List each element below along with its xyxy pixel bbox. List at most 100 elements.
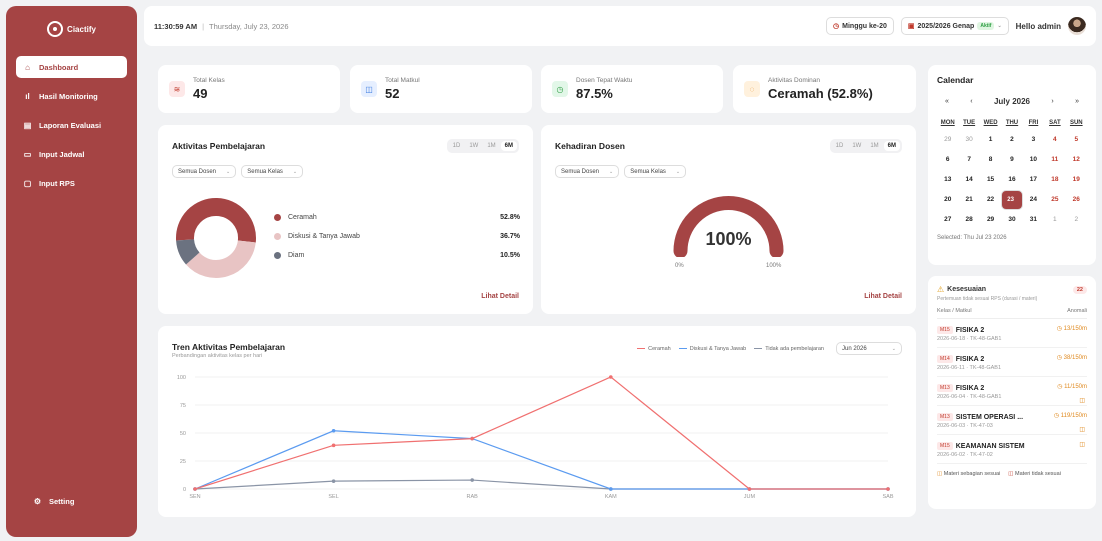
calendar-day[interactable]: 2 xyxy=(1074,216,1079,223)
kehadiran-card: Kehadiran Dosen 1D 1W 1M 6M Semua Dosen ⌄… xyxy=(541,125,916,314)
calendar-day[interactable]: 24 xyxy=(1029,196,1038,203)
kelas-select[interactable]: Semua Kelas ⌄ xyxy=(241,165,304,178)
weekday-label: SAT xyxy=(1049,120,1061,126)
data-point[interactable] xyxy=(331,443,336,448)
course-name: FISIKA 2 xyxy=(955,356,985,363)
sidebar-item-setting[interactable]: ⚙ Setting xyxy=(26,490,75,512)
dosen-select[interactable]: Semua Dosen ⌄ xyxy=(172,165,237,178)
list-item[interactable]: M15 KEAMANAN SISTEM 2026-06-02 · TK-47-02 ◫ xyxy=(937,435,1087,464)
legend-item: Ceramah 52.8% xyxy=(274,208,520,227)
sidebar-item-input-rps[interactable]: ▢ Input RPS xyxy=(16,172,127,194)
list-item[interactable]: M13 SISTEM OPERASI ... 2026-06-03 · TK-47-… xyxy=(937,406,1087,435)
data-point[interactable] xyxy=(609,487,613,491)
tab-1w[interactable]: 1W xyxy=(469,143,479,149)
calendar-day[interactable]: 17 xyxy=(1029,176,1038,183)
dosen-select[interactable]: Semua Dosen ⌄ xyxy=(555,165,620,178)
calendar-day[interactable]: 16 xyxy=(1008,176,1016,183)
calendar-day[interactable]: 3 xyxy=(1031,136,1036,143)
tab-1w[interactable]: 1W xyxy=(852,143,862,149)
calendar-day[interactable]: 5 xyxy=(1074,136,1079,143)
data-point[interactable] xyxy=(331,428,336,433)
anomaly-value: ◷ 13/150m xyxy=(1056,326,1087,332)
calendar-day-selected[interactable]: 23 xyxy=(1001,190,1023,210)
donut-slice-diam[interactable] xyxy=(176,238,200,265)
calendar-day[interactable]: 25 xyxy=(1051,196,1059,203)
calendar-day[interactable]: 30 xyxy=(965,136,973,143)
calendar-day[interactable]: 22 xyxy=(986,196,995,203)
tab-6m[interactable]: 6M xyxy=(500,141,517,151)
lihat-detail-link[interactable]: Lihat Detail xyxy=(864,293,902,300)
sidebar-item-input-jadwal[interactable]: ▭ Input Jadwal xyxy=(16,143,127,165)
calendar-day[interactable]: 31 xyxy=(1029,216,1038,223)
sidebar-item-hasil-monitoring[interactable]: ıl Hasil Monitoring xyxy=(16,85,127,107)
lihat-detail-link[interactable]: Lihat Detail xyxy=(481,293,519,300)
stat-value: 49 xyxy=(193,86,208,101)
calendar-day[interactable]: 30 xyxy=(1008,216,1016,223)
calendar-day[interactable]: 18 xyxy=(1051,176,1059,183)
calendar-day[interactable]: 1 xyxy=(988,136,993,143)
anomaly-duration: 38/150m xyxy=(1063,355,1087,361)
calendar-day[interactable]: 12 xyxy=(1072,156,1080,163)
calendar-day[interactable]: 8 xyxy=(988,156,993,163)
data-point[interactable] xyxy=(331,479,336,483)
select-value: Semua Dosen xyxy=(178,168,217,175)
week-pill[interactable]: ◷ Minggu ke-20 xyxy=(826,17,894,35)
donut-slice-ceramah[interactable] xyxy=(176,198,256,243)
calendar-day[interactable]: 27 xyxy=(944,216,952,223)
chevron-down-icon: ⌄ xyxy=(609,168,614,175)
tab-1m[interactable]: 1M xyxy=(870,143,879,149)
calendar-day[interactable]: 9 xyxy=(1010,156,1014,163)
month-select[interactable]: Jun 2026 ⌄ xyxy=(836,342,902,355)
data-point[interactable] xyxy=(609,375,613,379)
prev-month-button[interactable]: ‹ xyxy=(970,98,973,105)
tab-1d[interactable]: 1D xyxy=(452,143,461,149)
calendar-day[interactable]: 15 xyxy=(986,176,995,183)
gear-icon: ⚙ xyxy=(33,496,42,506)
prev-year-button[interactable]: « xyxy=(945,98,949,105)
tab-1m[interactable]: 1M xyxy=(487,143,496,149)
tab-6m[interactable]: 6M xyxy=(883,141,900,151)
list-item[interactable]: M14 FISIKA 2 2026-06-11 · TK-48-GAB1 ◷ 38/1… xyxy=(937,348,1087,377)
list-item[interactable]: M13 FISIKA 2 2026-06-04 · TK-48-GAB1 ◷ 11/1… xyxy=(937,377,1087,406)
donut-legend: Ceramah 52.8% Diskusi & Tanya Jawab 36.7% … xyxy=(274,208,520,265)
calendar-day[interactable]: 21 xyxy=(965,196,973,203)
next-year-button[interactable]: » xyxy=(1075,98,1079,105)
data-point[interactable] xyxy=(193,487,197,491)
data-point[interactable] xyxy=(470,478,475,482)
semester-select[interactable]: ▣ 2025/2026 Genap Aktif ⌄ xyxy=(900,17,1009,35)
calendar-day[interactable]: 14 xyxy=(965,176,973,183)
calendar-day[interactable]: 28 xyxy=(965,216,973,223)
calendar-day[interactable]: 20 xyxy=(944,196,952,203)
data-point[interactable] xyxy=(886,487,890,491)
avatar[interactable] xyxy=(1068,17,1086,35)
data-point[interactable] xyxy=(470,436,475,441)
calendar-day[interactable]: 2 xyxy=(1010,136,1014,143)
select-value: Semua Kelas xyxy=(630,168,666,175)
calendar-day[interactable]: 1 xyxy=(1053,216,1057,223)
sidebar-item-dashboard[interactable]: ⌂ Dashboard xyxy=(16,56,127,78)
calendar-day[interactable]: 29 xyxy=(944,136,952,143)
clock-icon: ◷ xyxy=(552,81,568,97)
calendar-header: « ‹ July 2026 › » xyxy=(945,97,1079,106)
calendar-day[interactable]: 7 xyxy=(967,156,971,163)
legend-dot xyxy=(274,214,281,221)
calendar-day[interactable]: 11 xyxy=(1051,156,1059,163)
calendar-day[interactable]: 19 xyxy=(1072,176,1080,183)
calendar-day[interactable]: 29 xyxy=(986,216,995,223)
calendar-day[interactable]: 6 xyxy=(945,156,950,163)
next-month-button[interactable]: › xyxy=(1051,98,1054,105)
course-name: SISTEM OPERASI ... xyxy=(955,414,1024,421)
calendar-day[interactable]: 13 xyxy=(944,176,952,183)
donut-slice-diskusi-tanya-jawab[interactable] xyxy=(186,239,256,278)
sidebar-item-laporan-evaluasi[interactable]: ▤ Laporan Evaluasi xyxy=(16,114,127,136)
kelas-select[interactable]: Semua Kelas ⌄ xyxy=(624,165,687,178)
calendar-day[interactable]: 10 xyxy=(1029,156,1038,163)
tab-1d[interactable]: 1D xyxy=(835,143,844,149)
list-item[interactable]: M15 FISIKA 2 2026-06-18 · TK-48-GAB1 ◷ 13/1… xyxy=(937,319,1087,348)
data-point[interactable] xyxy=(747,487,752,491)
legend-label: Materi sebagian sesuai xyxy=(943,471,1001,477)
legend-item: ◫ Materi sebagian sesuai xyxy=(937,471,1000,477)
brand[interactable]: Ciactify xyxy=(6,6,137,52)
calendar-day[interactable]: 26 xyxy=(1072,196,1080,203)
calendar-day[interactable]: 4 xyxy=(1053,136,1057,143)
